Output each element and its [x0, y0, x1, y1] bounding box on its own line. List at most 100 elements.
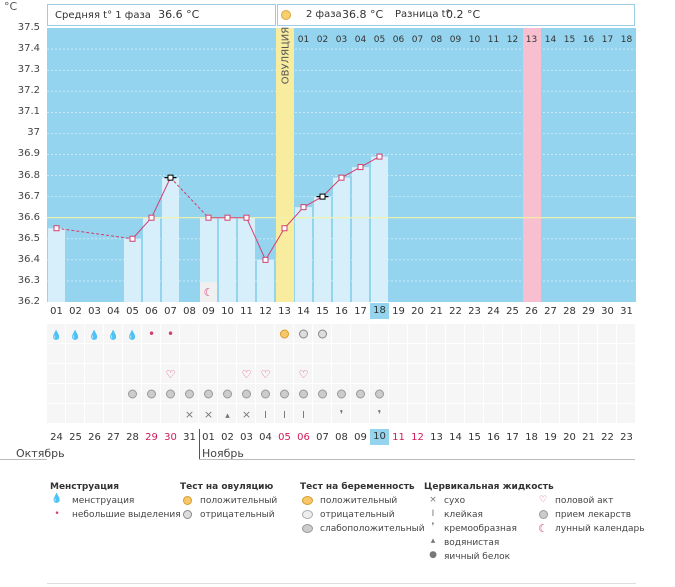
- month-divider: [199, 429, 200, 459]
- symptom-icon: 💧: [51, 329, 62, 341]
- grid-cell: [218, 344, 236, 363]
- grid-cell: [161, 404, 179, 423]
- grid-cell: [370, 404, 388, 423]
- month-next: Ноябрь: [202, 447, 244, 460]
- grid-cell: [332, 404, 350, 423]
- top-day-label: 09: [450, 35, 462, 45]
- grid-cell: [408, 344, 426, 363]
- series-line: [341, 166, 361, 179]
- top-day-label: 06: [393, 35, 405, 45]
- moon-cell: [200, 282, 217, 302]
- symptom-grid: 💧 💧 💧 💧 💧 • • ♡ ♡ ♡ ♡ × × ▴ × I I I ❜ ❜: [47, 324, 635, 423]
- phase2-value: 36.8 °C: [342, 8, 384, 21]
- grid-cell: [123, 324, 141, 343]
- grid-cell: [465, 324, 483, 343]
- date-label: 06: [297, 432, 310, 443]
- grid-cell: [446, 384, 464, 403]
- pill-icon: [204, 389, 213, 399]
- top-day-label: 02: [317, 35, 328, 45]
- cycle-day-label: 13: [278, 306, 291, 317]
- diff-label: Разница t°: [395, 9, 451, 20]
- phase2-label: 2 фаза: [306, 9, 342, 20]
- grid-cell: [313, 404, 331, 423]
- cycle-day-label: 24: [487, 306, 500, 317]
- legend-pregtest-title: Тест на беременность: [300, 482, 415, 492]
- grid-cell: [427, 364, 445, 383]
- top-day-label: 01: [298, 35, 309, 45]
- symptom-icon: 💧: [108, 329, 119, 341]
- cycle-day-label: 01: [50, 306, 63, 317]
- legend-item: кремообразная: [444, 524, 517, 534]
- grid-cell: [541, 364, 559, 383]
- date-label: 26: [88, 432, 101, 443]
- ov-positive-icon: [280, 329, 289, 339]
- ovulation-label: ОВУЛЯЦИЯ: [280, 26, 292, 85]
- grid-cell: [560, 384, 578, 403]
- data-point: [357, 164, 364, 171]
- top-day-label: 16: [583, 35, 595, 45]
- legend-item: положительный: [200, 496, 278, 506]
- grid-cell: [332, 344, 350, 363]
- grid-cell: [598, 364, 616, 383]
- data-point: [205, 214, 212, 221]
- legend-item: прием лекарств: [555, 510, 632, 520]
- data-bar: [200, 217, 217, 302]
- top-day-label: 07: [412, 35, 423, 45]
- grid-cell: [85, 384, 103, 403]
- grid-cell: [47, 384, 65, 403]
- pill-icon: [299, 389, 308, 399]
- cycle-day-label: 09: [202, 306, 215, 317]
- date-label: 12: [411, 432, 424, 443]
- data-point: [243, 214, 250, 221]
- data-point: [338, 174, 345, 181]
- date-label: 15: [468, 432, 481, 443]
- grid-cell: [541, 344, 559, 363]
- pill-icon: [242, 389, 251, 399]
- grid-cell: [104, 384, 122, 403]
- unit-label: °C: [4, 0, 18, 13]
- grid-cell: [522, 344, 540, 363]
- grid-cell: [47, 364, 65, 383]
- creamy-icon: ❜: [431, 522, 435, 532]
- data-bar: [371, 156, 388, 302]
- ov-positive-icon: [183, 496, 192, 505]
- cycle-day-label: 10: [221, 306, 234, 317]
- grid-cell: [47, 324, 65, 343]
- data-point: [319, 193, 326, 200]
- grid-cell: [446, 324, 464, 343]
- cycle-day-label: 05: [126, 306, 139, 317]
- grid-cell: [522, 364, 540, 383]
- cycle-day-label: 31: [620, 306, 633, 317]
- ov-negative-icon: [183, 510, 192, 519]
- spotting-icon: •: [54, 509, 60, 519]
- symptom-icon: ×: [242, 408, 251, 421]
- grid-cell: [522, 324, 540, 343]
- legend-item: сухо: [444, 496, 466, 506]
- date-label: 13: [430, 432, 443, 443]
- grid-cell: [142, 324, 160, 343]
- grid-cell: [408, 324, 426, 343]
- temperature-chart: ☾ 01 02 03 04 05 06 07 08 09 10 11 12 13 14 15 16 17 18: [47, 28, 636, 302]
- sticky-icon: I: [431, 509, 435, 519]
- y-tick-label: 36.6: [17, 211, 40, 223]
- y-tick-label: 37.2: [17, 85, 40, 97]
- grid-cell: [427, 384, 445, 403]
- diff-value: 0.2 °C: [446, 8, 481, 21]
- cycle-day-label: 11: [240, 306, 253, 317]
- grid-cell: [598, 344, 616, 363]
- series-line: [132, 217, 152, 240]
- symptom-icon: •: [167, 327, 174, 341]
- grid-cell: [237, 404, 255, 423]
- top-day-label: 03: [336, 35, 347, 45]
- grid-cell: [370, 364, 388, 383]
- legend-ovtest-title: Тест на овуляцию: [180, 482, 274, 492]
- symptom-icon: I: [264, 410, 267, 421]
- grid-cell: [503, 324, 521, 343]
- cycle-day-label: 17: [354, 306, 367, 317]
- date-label: 28: [126, 432, 139, 443]
- pill-icon: [166, 389, 175, 399]
- date-label: 29: [145, 432, 158, 443]
- grid-cell: [560, 324, 578, 343]
- grid-cell: [180, 344, 198, 363]
- pill-icon: [539, 510, 548, 519]
